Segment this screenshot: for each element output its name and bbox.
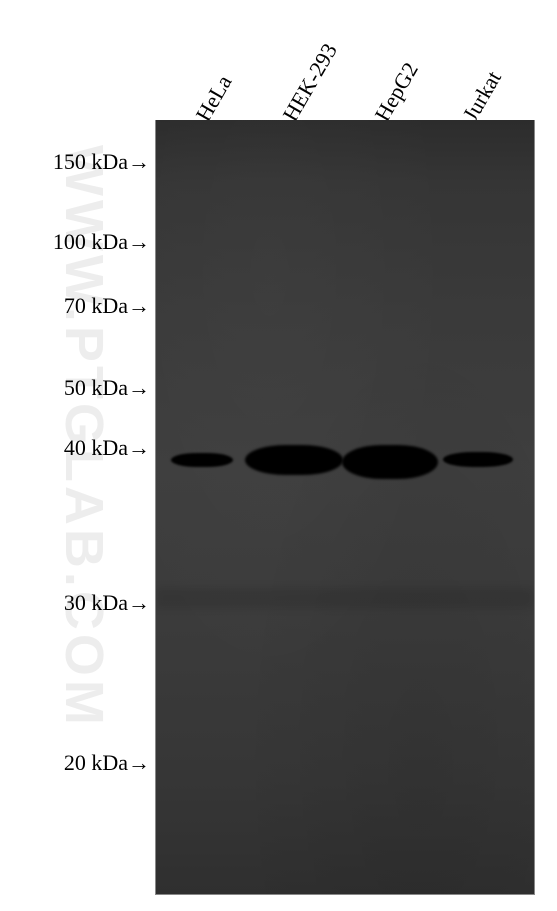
lane-label-jurkat: Jurkat [457,66,506,126]
band-lane-1 [245,445,343,475]
marker-150kda: 150 kDa→ [0,149,150,175]
marker-30kda: 30 kDa→ [0,590,150,616]
marker-50kda: 50 kDa→ [0,375,150,401]
band-lane-0 [171,453,233,467]
marker-20kda: 20 kDa→ [0,750,150,776]
lane-labels-group: HeLa HEK-293 HepG2 Jurkat [0,0,557,120]
lane-label-hepg2: HepG2 [369,58,423,126]
marker-70kda: 70 kDa→ [0,293,150,319]
lane-label-hek293: HEK-293 [277,39,342,126]
marker-100kda: 100 kDa→ [0,229,150,255]
marker-40kda: 40 kDa→ [0,435,150,461]
figure-container: WWW.PTGLAB.COM HeLa HEK-293 HepG2 Jurkat… [0,0,557,911]
background-smudge [156,588,534,608]
western-blot-membrane [155,120,535,895]
lane-label-hela: HeLa [190,71,237,126]
band-lane-3 [443,452,513,467]
band-lane-2 [342,445,438,479]
